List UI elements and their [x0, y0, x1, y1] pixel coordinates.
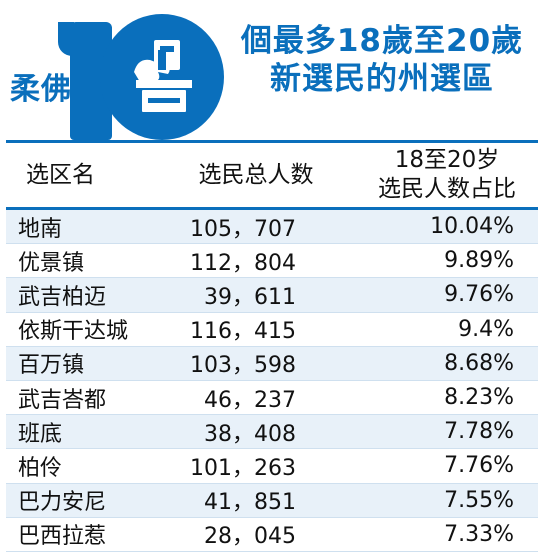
ballot-box-icon	[134, 40, 192, 112]
cell-voters: 28，045	[204, 524, 296, 550]
cell-share: 8.68%	[444, 350, 514, 376]
cell-share: 7.55%	[444, 487, 514, 513]
cell-voters: 101，263	[190, 455, 296, 481]
cell-name: 优景镇	[18, 250, 85, 276]
table-row: 地南 105，707 10.04%	[6, 210, 538, 245]
cell-voters: 38，408	[204, 421, 296, 447]
table-header: 选区名 选民总人数 18至20岁 选民人数占比	[6, 140, 538, 210]
table-row: 柏伶 101，263 7.76%	[6, 449, 538, 484]
infographic-title: 個最多18歲至20歲 新選民的州選區	[232, 22, 532, 98]
infographic-header: 柔佛 個最多18歲至20歲 新選民的州選區	[0, 0, 545, 140]
cell-name: 巴力安尼	[18, 490, 107, 516]
cell-name: 百万镇	[18, 353, 85, 379]
cell-voters: 112，804	[190, 250, 296, 276]
cell-share: 7.76%	[444, 453, 514, 479]
table-row: 优景镇 112，804 9.89%	[6, 244, 538, 279]
cell-name: 武吉柏迈	[18, 284, 107, 310]
table-row: 依斯干达城 116，415 9.4%	[6, 312, 538, 347]
table-row: 武吉峇都 46，237 8.23%	[6, 380, 538, 416]
cell-share: 10.04%	[430, 214, 514, 240]
cell-share: 9.89%	[444, 248, 514, 274]
cell-share: 8.23%	[444, 385, 514, 411]
title-line-2: 新選民的州選區	[270, 61, 494, 97]
table-row: 百万镇 103，598 8.68%	[6, 346, 538, 381]
cell-share: 7.78%	[444, 419, 514, 445]
cell-voters: 105，707	[190, 216, 296, 242]
column-header-voters: 选民总人数	[198, 161, 314, 188]
table-row: 巴西拉惹 28，045 7.33%	[6, 517, 538, 552]
cell-share: 7.33%	[444, 521, 514, 547]
state-name: 柔佛	[10, 72, 72, 107]
cell-name: 巴西拉惹	[18, 524, 107, 550]
table-row: 巴力安尼 41，851 7.55%	[6, 483, 538, 518]
cell-voters: 103，598	[190, 353, 296, 379]
constituency-table: 选区名 选民总人数 18至20岁 选民人数占比 地南 105，707 10.04% 优景…	[6, 140, 538, 552]
cell-voters: 116，415	[190, 319, 296, 345]
table-body: 地南 105，707 10.04% 优景镇 112，804 9.89% 武吉柏迈 39，611…	[6, 210, 538, 552]
table-row: 班底 38，408 7.78%	[6, 415, 538, 450]
cell-name: 班底	[18, 421, 63, 447]
column-header-name: 选区名	[26, 161, 95, 188]
table-row: 武吉柏迈 39，611 9.76%	[6, 278, 538, 313]
cell-voters: 39，611	[204, 284, 296, 310]
cell-share: 9.76%	[444, 282, 514, 308]
cell-share: 9.4%	[458, 316, 514, 342]
cell-voters: 46，237	[204, 387, 296, 413]
badge-digit-zero	[100, 14, 224, 140]
cell-name: 柏伶	[18, 455, 63, 481]
title-line-1: 個最多18歲至20歲	[240, 23, 524, 59]
column-header-share: 18至20岁 选民人数占比	[378, 147, 516, 202]
cell-name: 武吉峇都	[18, 387, 107, 413]
cell-name: 依斯干达城	[18, 319, 129, 345]
cell-voters: 41，851	[204, 490, 296, 516]
cell-name: 地南	[18, 216, 63, 242]
